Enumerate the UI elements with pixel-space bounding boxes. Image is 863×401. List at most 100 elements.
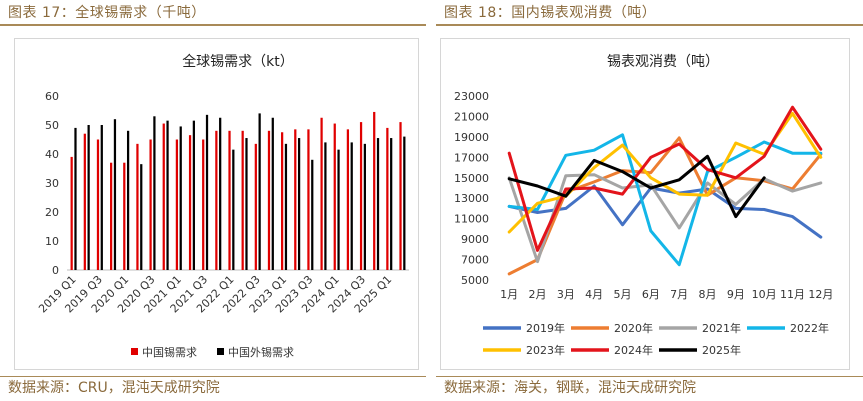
legend-label-y2021: 2021年: [702, 321, 741, 335]
bar-overseas: [245, 138, 248, 270]
bar-china: [267, 130, 271, 270]
bar-china: [281, 132, 284, 270]
bar-overseas: [232, 149, 235, 270]
y-tick-label: 9000: [461, 233, 489, 246]
bar-overseas: [271, 117, 274, 270]
bar-china: [228, 130, 231, 270]
bar-china: [359, 122, 363, 270]
bar-china: [110, 162, 113, 270]
figure-17-source: 数据来源：CRU，混沌天成研究院: [0, 376, 426, 399]
y-tick-label: 23000: [454, 90, 489, 103]
legend-swatch-china: [131, 348, 138, 355]
y-tick-label: 20: [45, 206, 59, 219]
bar-china: [202, 139, 205, 270]
bar-overseas: [350, 142, 353, 270]
bar-overseas: [376, 138, 380, 270]
y-tick-label: 0: [52, 264, 59, 277]
x-tick-label: 12月: [808, 288, 833, 301]
bar-overseas: [390, 138, 393, 270]
y-tick-label: 7000: [461, 254, 489, 267]
bar-overseas: [140, 164, 143, 270]
bar-china: [320, 117, 323, 270]
bar-china: [175, 139, 179, 270]
bar-china: [346, 129, 350, 270]
bar-overseas: [87, 125, 90, 270]
bar-china: [399, 122, 402, 270]
bar-overseas: [113, 119, 117, 270]
bar-china: [386, 127, 389, 271]
x-tick-label: 9月: [727, 288, 745, 301]
x-tick-label: 3月: [557, 288, 575, 301]
legend-label-y2020: 2020年: [614, 321, 653, 335]
x-tick-label: 4月: [585, 288, 603, 301]
bar-china: [333, 123, 336, 270]
bar-china: [123, 162, 126, 270]
bar-overseas: [74, 127, 77, 271]
line-series-y2022: [507, 133, 823, 267]
bar-overseas: [324, 142, 327, 270]
y-tick-label: 15000: [454, 172, 489, 185]
figure-18-title: 图表 18：国内锡表观消费（吨）: [436, 2, 863, 26]
y-tick-label: 40: [45, 148, 59, 161]
legend-label-y2022: 2022年: [790, 321, 829, 335]
y-tick-label: 17000: [454, 151, 489, 164]
bar-overseas: [297, 138, 301, 270]
figure-17-title: 图表 17：全球锡需求（千吨）: [0, 2, 426, 26]
bar-overseas: [284, 143, 288, 270]
legend-label-y2019: 2019年: [526, 321, 565, 335]
x-tick-label: 10月: [752, 288, 777, 301]
bar-overseas: [179, 126, 182, 270]
bar-overseas: [258, 113, 261, 271]
line-series-y2019: [507, 184, 823, 239]
y-tick-label: 13000: [454, 192, 489, 205]
bar-overseas: [403, 136, 406, 270]
bar-china: [188, 135, 192, 270]
y-tick-label: 11000: [454, 213, 489, 226]
y-tick-label: 50: [45, 119, 59, 132]
bar-china: [136, 143, 139, 270]
bar-overseas: [166, 120, 169, 271]
bar-overseas: [100, 125, 103, 270]
legend-label-y2025: 2025年: [702, 343, 741, 357]
legend-label-china: 中国锡需求: [142, 345, 197, 359]
y-tick-label: 19000: [454, 131, 489, 144]
y-tick-label: 10: [45, 235, 59, 248]
bar-china: [149, 139, 152, 270]
x-tick-label: 1月: [500, 288, 518, 301]
bar-overseas: [363, 143, 366, 270]
bar-china: [162, 123, 165, 270]
bar-china: [241, 130, 244, 270]
bar-overseas: [219, 117, 222, 270]
bar-china: [215, 130, 218, 270]
bar-china: [307, 129, 310, 270]
x-tick-label: 7月: [670, 288, 688, 301]
chart-title: 锡表观消费（吨）: [607, 54, 719, 70]
legend-swatch-overseas: [217, 348, 224, 355]
bar-china: [373, 111, 376, 270]
bar-china: [83, 133, 86, 270]
line-series-y2021: [507, 173, 823, 264]
global-tin-demand-chart-panel: 全球锡需求（kt） 0 10 20 30 40 50 60 2019 Q1 2019 Q3 2020…: [14, 38, 419, 370]
y-tick-label: 5000: [461, 274, 489, 287]
chart-title: 全球锡需求（kt）: [182, 53, 294, 70]
bar-overseas: [205, 114, 209, 270]
line-series-y2024: [507, 105, 823, 252]
bar-china: [96, 139, 100, 270]
bar-overseas: [126, 130, 130, 270]
x-tick-label: 11月: [780, 288, 805, 301]
bar-overseas: [192, 120, 195, 271]
bar-china: [254, 143, 257, 270]
domestic-tin-consumption-chart: 锡表观消费（吨） 5000 7000 9000 11000 13000 15000 17000…: [454, 54, 833, 357]
x-tick-label: 2月: [529, 288, 547, 301]
x-tick-label: 5月: [614, 288, 632, 301]
bar-overseas: [337, 149, 340, 270]
x-tick-label: 8月: [699, 288, 717, 301]
bar-overseas: [311, 159, 314, 270]
legend-label-y2024: 2024年: [614, 343, 653, 357]
y-tick-label: 30: [45, 177, 59, 190]
line-series-y2025: [507, 154, 766, 219]
bar-china: [294, 129, 297, 270]
y-tick-label: 60: [45, 90, 59, 103]
figure-18-source: 数据来源：海关，钢联，混沌天成研究院: [436, 376, 863, 399]
